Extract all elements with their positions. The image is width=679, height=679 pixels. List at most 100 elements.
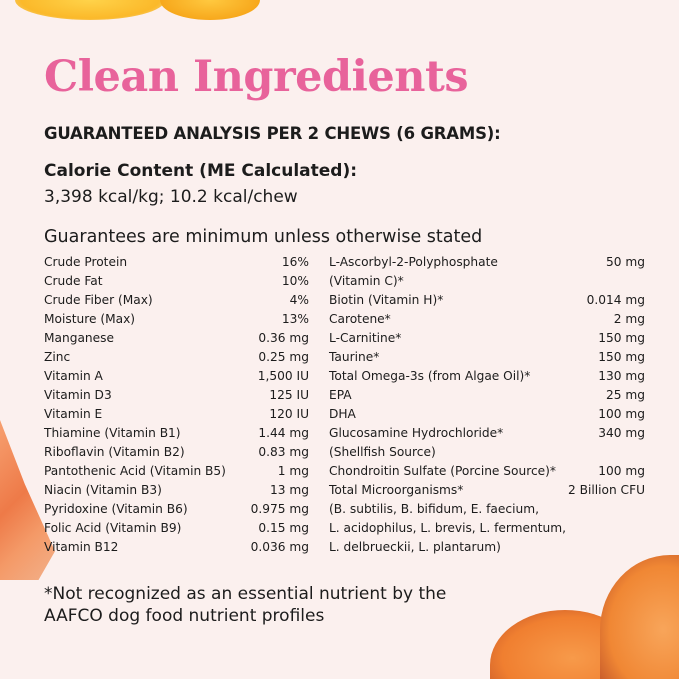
nutrient-row: Total Microorganisms* 2 Billion CFU	[329, 481, 645, 500]
nutrient-row-continued: L. delbrueckii, L. plantarum)	[329, 538, 645, 557]
nutrient-name: Crude Protein	[44, 255, 128, 269]
page-title: Clean Ingredients	[44, 52, 469, 102]
nutrient-row: Total Omega-3s (from Algae Oil)* 130 mg	[329, 367, 645, 386]
nutrient-row: Biotin (Vitamin H)* 0.014 mg	[329, 291, 645, 310]
nutrient-value: 25 mg	[606, 388, 645, 402]
nutrient-value: 340 mg	[598, 426, 645, 440]
nutrient-name: L-Carnitine*	[329, 331, 402, 345]
nutrient-value: 100 mg	[598, 407, 645, 421]
nutrient-row: EPA 25 mg	[329, 386, 645, 405]
footnote-line: *Not recognized as an essential nutrient…	[44, 584, 447, 604]
nutrient-row: Manganese 0.36 mg	[44, 329, 309, 348]
nutrient-name-continued: L. acidophilus, L. brevis, L. fermentum,	[329, 521, 567, 535]
nutrient-row: L-Ascorbyl-2-Polyphosphate 50 mg	[329, 253, 645, 272]
nutrient-value: 0.25 mg	[258, 350, 309, 364]
nutrient-value: 150 mg	[598, 331, 645, 345]
nutrient-name: Vitamin E	[44, 407, 103, 421]
analysis-heading: GUARANTEED ANALYSIS PER 2 CHEWS (6 GRAMS…	[44, 124, 501, 143]
nutrient-row: Pyridoxine (Vitamin B6) 0.975 mg	[44, 500, 309, 519]
nutrient-value: 50 mg	[606, 255, 645, 269]
nutrient-value: 125 IU	[269, 388, 309, 402]
nutrient-name: Manganese	[44, 331, 114, 345]
nutrient-name: Folic Acid (Vitamin B9)	[44, 521, 182, 535]
nutrient-row: DHA 100 mg	[329, 405, 645, 424]
nutrient-name: Crude Fiber (Max)	[44, 293, 153, 307]
nutrient-name: Chondroitin Sulfate (Porcine Source)*	[329, 464, 557, 478]
nutrient-row: Thiamine (Vitamin B1) 1.44 mg	[44, 424, 309, 443]
nutrient-name: Niacin (Vitamin B3)	[44, 483, 162, 497]
footnote: *Not recognized as an essential nutrient…	[44, 583, 446, 627]
nutrient-row: Crude Fiber (Max) 4%	[44, 291, 309, 310]
nutrient-name: Pantothenic Acid (Vitamin B5)	[44, 464, 226, 478]
nutrient-list-right: L-Ascorbyl-2-Polyphosphate 50 mg (Vitamin …	[329, 253, 645, 557]
nutrient-name: Thiamine (Vitamin B1)	[44, 426, 181, 440]
nutrient-value: 2 mg	[613, 312, 645, 326]
nutrient-name: Glucosamine Hydrochloride*	[329, 426, 504, 440]
nutrient-value: 0.014 mg	[586, 293, 645, 307]
footnote-line: AAFCO dog food nutrient profiles	[44, 606, 325, 626]
nutrient-value: 1.44 mg	[258, 426, 309, 440]
nutrient-name: Riboflavin (Vitamin B2)	[44, 445, 185, 459]
nutrient-row: Crude Fat 10%	[44, 272, 309, 291]
nutrient-name-continued: (Shellfish Source)	[329, 445, 436, 459]
nutrient-row: Moisture (Max) 13%	[44, 310, 309, 329]
nutrient-row: Vitamin B12 0.036 mg	[44, 538, 309, 557]
nutrient-name: L-Ascorbyl-2-Polyphosphate	[329, 255, 498, 269]
nutrient-name: Vitamin D3	[44, 388, 112, 402]
nutrient-name-continued: L. delbrueckii, L. plantarum)	[329, 540, 501, 554]
nutrient-row-continued: (Shellfish Source)	[329, 443, 645, 462]
nutrient-value: 0.036 mg	[250, 540, 309, 554]
nutrient-name: DHA	[329, 407, 356, 421]
nutrient-value: 0.36 mg	[258, 331, 309, 345]
nutrient-value: 2 Billion CFU	[567, 483, 645, 497]
nutrient-value: 0.15 mg	[258, 521, 309, 535]
nutrient-value: 100 mg	[598, 464, 645, 478]
nutrient-value: 4%	[289, 293, 309, 307]
lemon-slice-image	[160, 0, 260, 20]
guarantees-note: Guarantees are minimum unless otherwise …	[44, 227, 483, 247]
nutrient-row: Chondroitin Sulfate (Porcine Source)* 100…	[329, 462, 645, 481]
nutrient-row: Niacin (Vitamin B3) 13 mg	[44, 481, 309, 500]
nutrient-name: EPA	[329, 388, 352, 402]
nutrient-row: Carotene* 2 mg	[329, 310, 645, 329]
nutrient-name-continued: (Vitamin C)*	[329, 274, 404, 288]
nutrient-value: 13%	[281, 312, 309, 326]
calorie-label: Calorie Content (ME Calculated):	[44, 161, 358, 181]
nutrient-row: Folic Acid (Vitamin B9) 0.15 mg	[44, 519, 309, 538]
nutrient-name: Total Omega-3s (from Algae Oil)*	[329, 369, 531, 383]
lemon-slice-image	[15, 0, 165, 20]
nutrient-name: Vitamin B12	[44, 540, 119, 554]
nutrient-row: Glucosamine Hydrochloride* 340 mg	[329, 424, 645, 443]
calorie-value: 3,398 kcal/kg; 10.2 kcal/chew	[44, 187, 298, 207]
nutrient-row: Vitamin D3 125 IU	[44, 386, 309, 405]
nutrient-name: Vitamin A	[44, 369, 103, 383]
nutrient-list-left: Crude Protein 16% Crude Fat 10% Crude Fiber …	[44, 253, 309, 557]
nutrient-row: Vitamin A 1,500 IU	[44, 367, 309, 386]
nutrient-value: 150 mg	[598, 350, 645, 364]
nutrient-value: 0.83 mg	[258, 445, 309, 459]
nutrient-value: 13 mg	[270, 483, 309, 497]
nutrient-name-continued: (B. subtilis, B. bifidum, E. faecium,	[329, 502, 539, 516]
nutrient-row-continued: (B. subtilis, B. bifidum, E. faecium,	[329, 500, 645, 519]
nutrient-name: Crude Fat	[44, 274, 103, 288]
sweet-potato-image	[600, 555, 679, 679]
nutrient-row: Riboflavin (Vitamin B2) 0.83 mg	[44, 443, 309, 462]
nutrient-row: Taurine* 150 mg	[329, 348, 645, 367]
nutrient-value: 120 IU	[269, 407, 309, 421]
nutrient-value: 1 mg	[277, 464, 309, 478]
nutrient-row: Vitamin E 120 IU	[44, 405, 309, 424]
nutrient-row: Crude Protein 16%	[44, 253, 309, 272]
nutrient-name: Taurine*	[329, 350, 380, 364]
nutrient-name: Moisture (Max)	[44, 312, 136, 326]
nutrient-value: 0.975 mg	[250, 502, 309, 516]
nutrient-value: 10%	[281, 274, 309, 288]
nutrient-row: L-Carnitine* 150 mg	[329, 329, 645, 348]
nutrient-row: Zinc 0.25 mg	[44, 348, 309, 367]
nutrient-row-continued: L. acidophilus, L. brevis, L. fermentum,	[329, 519, 645, 538]
nutrient-name: Carotene*	[329, 312, 391, 326]
nutrient-value: 16%	[281, 255, 309, 269]
nutrient-row-continued: (Vitamin C)*	[329, 272, 645, 291]
nutrient-name: Zinc	[44, 350, 71, 364]
nutrient-name: Pyridoxine (Vitamin B6)	[44, 502, 188, 516]
nutrient-name: Biotin (Vitamin H)*	[329, 293, 444, 307]
